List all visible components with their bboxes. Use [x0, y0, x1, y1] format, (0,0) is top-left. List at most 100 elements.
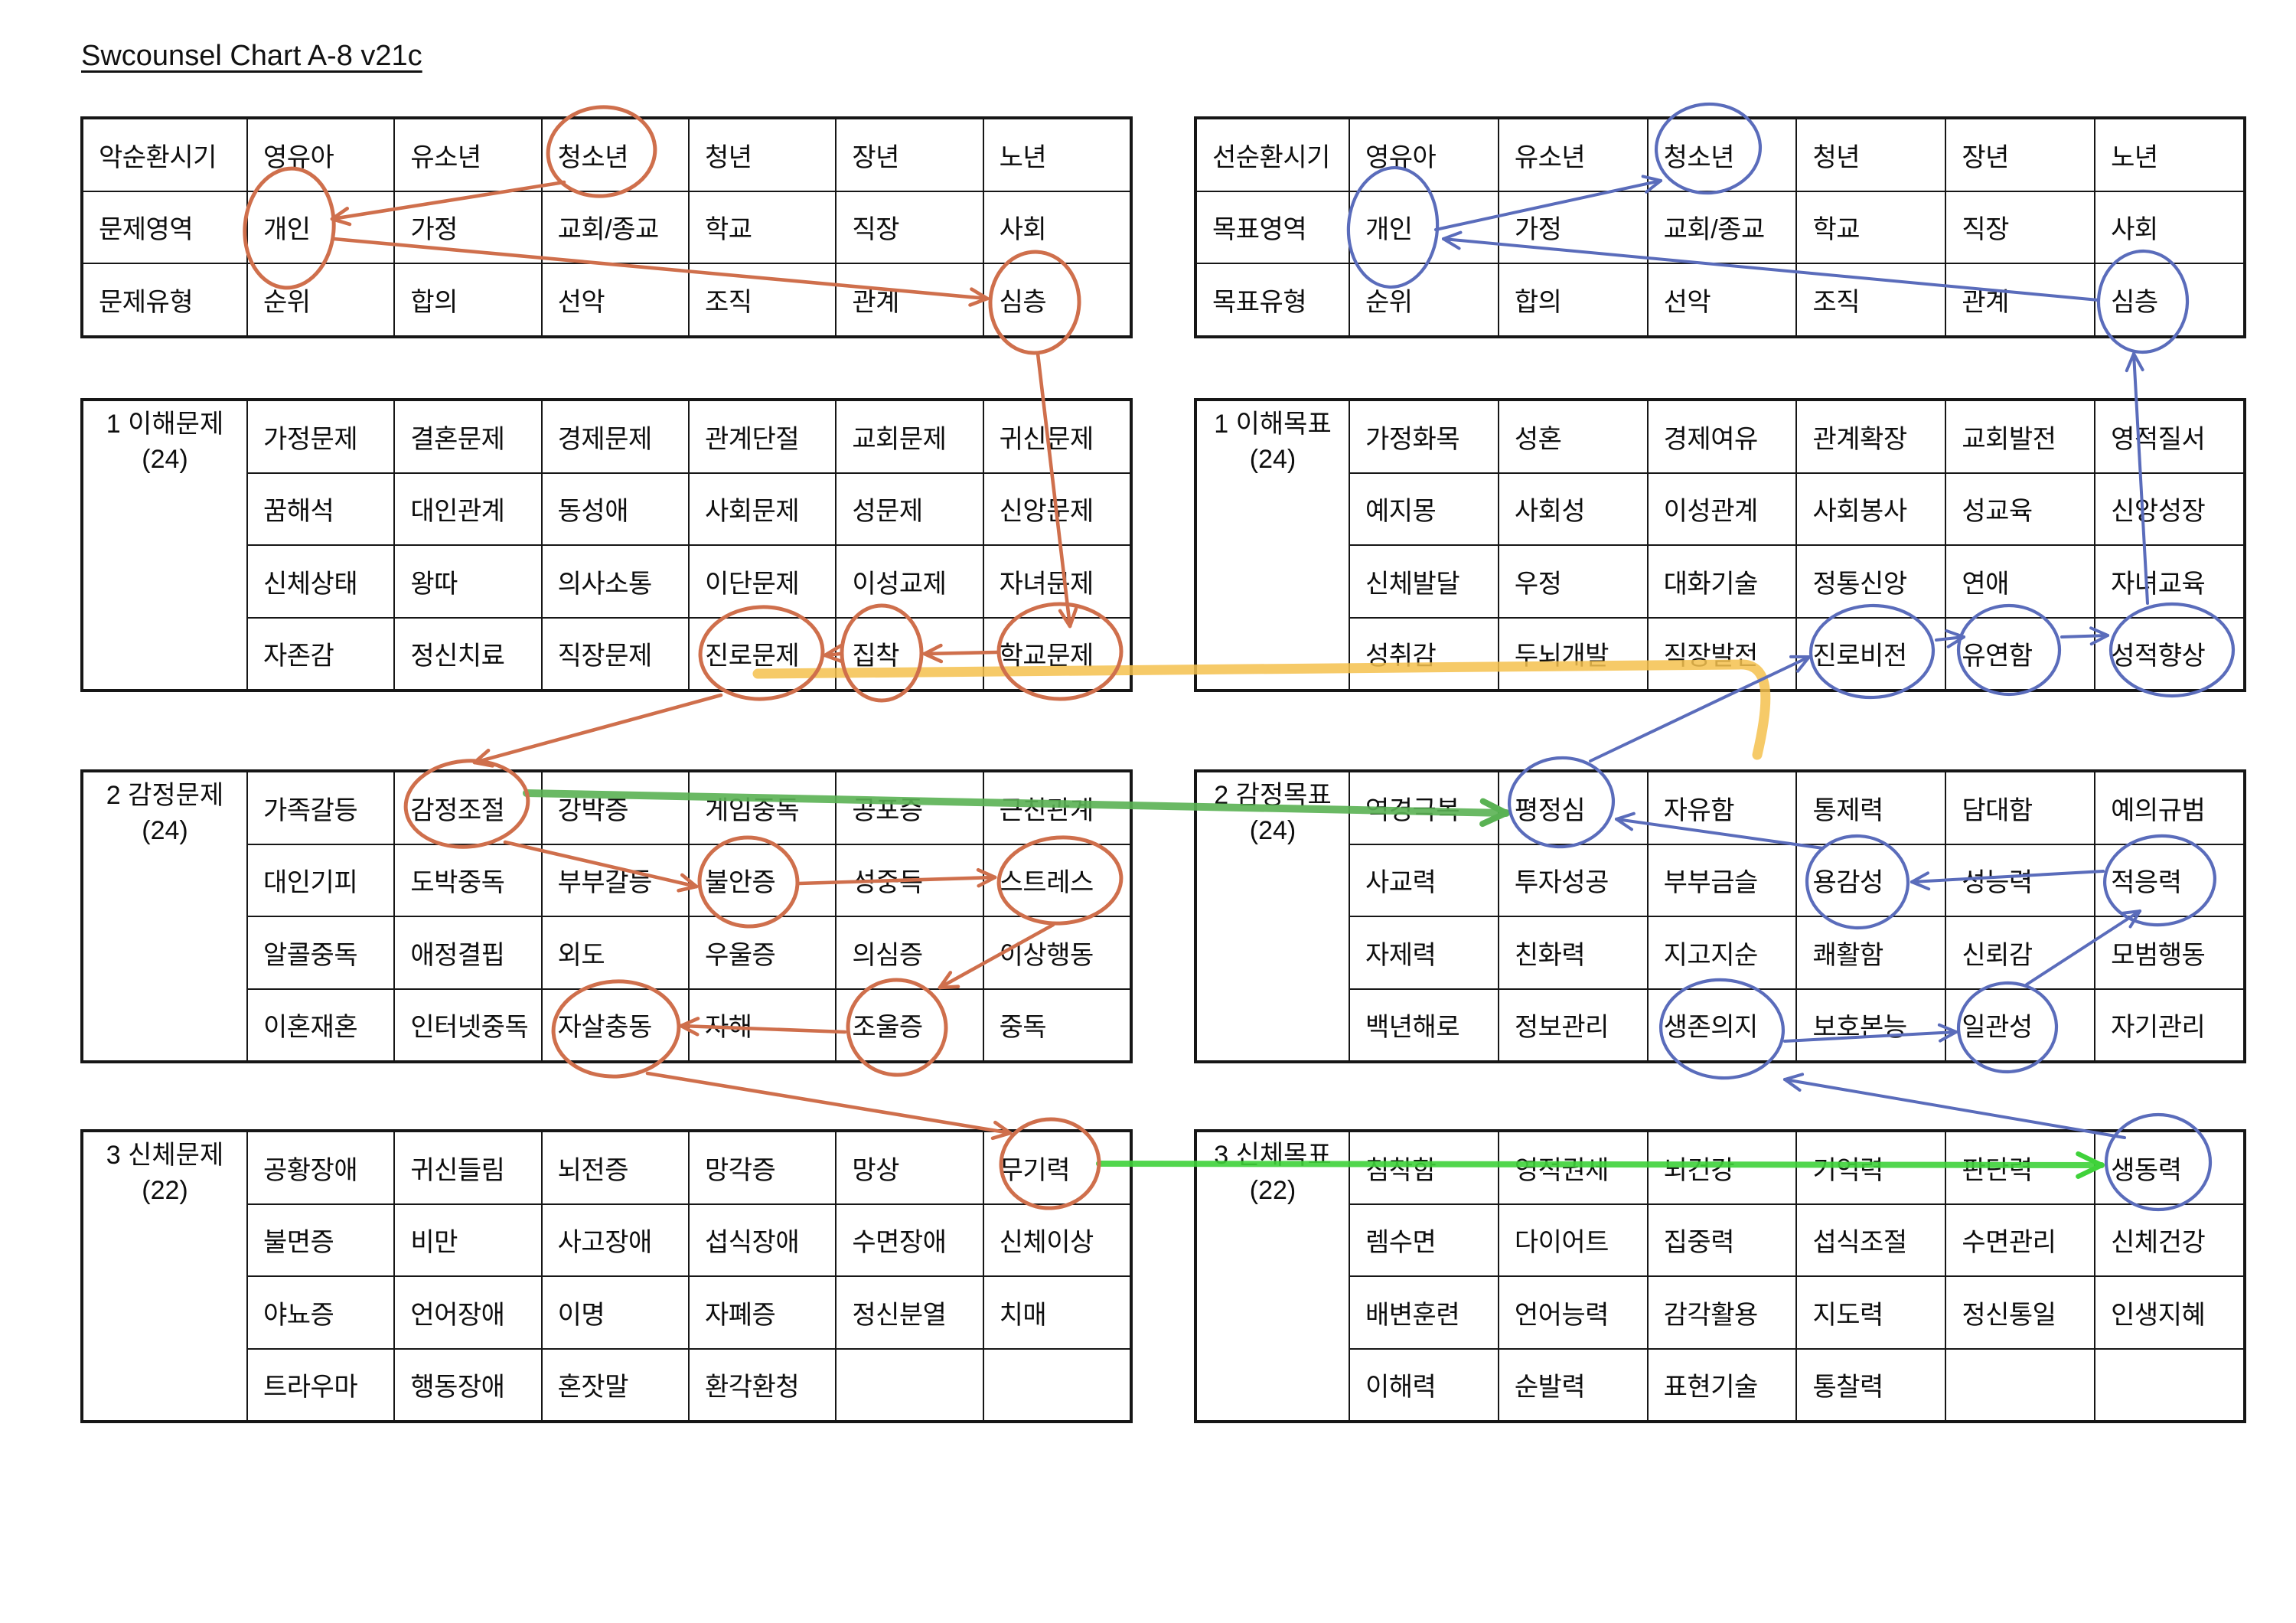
table-cell: 기억력 [1796, 1132, 1946, 1204]
table-cell: 애정결핍 [394, 916, 542, 989]
table-cell: 경제문제 [541, 400, 689, 473]
table-cell: 자살충동 [541, 988, 689, 1061]
table-cell: 비만 [394, 1203, 542, 1276]
table-section-label: 2 감정목표 (24) [1196, 772, 1349, 1061]
table-cell: 직장 [836, 191, 983, 264]
table-cell: 목표영역 [1196, 191, 1349, 264]
table-cell: 관계 [836, 263, 983, 336]
problem-arrow [645, 1071, 1013, 1135]
arrowhead [472, 748, 491, 765]
table-cell: 자녀문제 [983, 545, 1130, 618]
table-cell: 동성애 [541, 472, 689, 545]
table-cell: 언어능력 [1498, 1276, 1648, 1349]
table-cell: 망상 [836, 1132, 983, 1204]
table-cell: 조직 [1796, 263, 1946, 336]
table-cell: 집착 [836, 617, 983, 690]
table-cell: 트라우마 [247, 1348, 395, 1421]
table-cell: 조직 [688, 263, 837, 336]
table-cell: 사회문제 [688, 472, 837, 545]
table-cell: 사고장애 [541, 1203, 689, 1276]
table-section-label: 2 감정문제 (24) [83, 772, 247, 1061]
table-cell: 우울증 [688, 916, 837, 989]
table-cell: 생동력 [2095, 1132, 2244, 1204]
table-cell [983, 1348, 1130, 1421]
table-cell: 청소년 [541, 119, 689, 191]
table-cell: 이명 [541, 1276, 689, 1349]
table-cell: 이성관계 [1647, 472, 1797, 545]
table-cell: 야뇨증 [247, 1276, 395, 1349]
arrowhead [1783, 1073, 1805, 1081]
table-cell: 인터넷중독 [394, 988, 542, 1061]
table-cell: 의사소통 [541, 545, 689, 618]
table-cell: 언어장애 [394, 1276, 542, 1349]
table-cell: 합의 [1498, 263, 1648, 336]
table-cell: 담대함 [1945, 772, 2095, 844]
table-cell: 개인 [1349, 191, 1499, 264]
table-cell: 순발력 [1498, 1348, 1648, 1421]
table-cell: 선악 [1647, 263, 1797, 336]
table-cell: 뇌전증 [541, 1132, 689, 1204]
table-cell: 판단력 [1945, 1132, 2095, 1204]
table-cell: 대인관계 [394, 472, 542, 545]
table-cell: 사회성 [1498, 472, 1648, 545]
table-cell [836, 1348, 983, 1421]
table-cell: 직장 [1945, 191, 2095, 264]
table-cell: 환각환청 [688, 1348, 837, 1421]
table-cell: 우정 [1498, 545, 1648, 618]
table-cell: 사회 [2095, 191, 2244, 264]
table-cell: 용감성 [1796, 844, 1946, 916]
table-cell: 침착함 [1349, 1132, 1499, 1204]
problem-arrow [472, 693, 723, 765]
table-cell: 교회/종교 [1647, 191, 1797, 264]
table-cell: 쾌활함 [1796, 916, 1946, 989]
table-cell: 교회문제 [836, 400, 983, 473]
emotion-problems-table: 2 감정문제 (24) 가족갈등 감정조절 강박증 게임중독 공포증 근친관계 대인기피 도박중독… [80, 769, 1133, 1063]
table-cell: 사회봉사 [1796, 472, 1946, 545]
table-cell: 망각증 [688, 1132, 837, 1204]
table-cell: 합의 [394, 263, 542, 336]
table-cell: 경제여유 [1647, 400, 1797, 473]
table-cell: 집중력 [1647, 1203, 1797, 1276]
table-cell [2095, 1348, 2244, 1421]
table-section-label: 1 이해목표 (24) [1196, 400, 1349, 690]
table-cell: 직장문제 [541, 617, 689, 690]
table-cell: 자제력 [1349, 916, 1499, 989]
table-cell: 도박중독 [394, 844, 542, 916]
table-cell: 학교 [688, 191, 837, 264]
table-cell: 영적권세 [1498, 1132, 1648, 1204]
arrowhead [1783, 1078, 1802, 1092]
table-cell: 일관성 [1945, 988, 2095, 1061]
table-cell: 노년 [983, 119, 1130, 191]
table-cell: 자기관리 [2095, 988, 2244, 1061]
page-title: Swcounsel Chart A-8 v21c [81, 40, 422, 72]
table-cell: 학교 [1796, 191, 1946, 264]
table-cell: 성혼 [1498, 400, 1648, 473]
table-cell: 교회발전 [1945, 400, 2095, 473]
table-cell: 연애 [1945, 545, 2095, 618]
table-cell: 사회 [983, 191, 1130, 264]
table-cell: 치매 [983, 1276, 1130, 1349]
table-cell: 청소년 [1647, 119, 1797, 191]
table-cell: 통찰력 [1796, 1348, 1946, 1421]
table-cell: 영적질서 [2095, 400, 2244, 473]
table-cell: 표현기술 [1647, 1348, 1797, 1421]
table-cell: 꿈해석 [247, 472, 395, 545]
table-cell: 정보관리 [1498, 988, 1648, 1061]
table-cell: 강박증 [541, 772, 689, 844]
table-cell: 성문제 [836, 472, 983, 545]
table-cell: 개인 [247, 191, 395, 264]
table-cell: 게임중독 [688, 772, 837, 844]
table-cell: 이해력 [1349, 1348, 1499, 1421]
table-cell: 자유함 [1647, 772, 1797, 844]
table-cell: 대인기피 [247, 844, 395, 916]
table-cell: 혼잣말 [541, 1348, 689, 1421]
table-cell: 인생지혜 [2095, 1276, 2244, 1349]
table-cell: 유연함 [1945, 617, 2095, 690]
understanding-problems-table: 1 이해문제 (24) 가정문제 결혼문제 경제문제 관계단절 교회문제 귀신문제 꿈해석 대인관… [80, 398, 1133, 692]
table-cell: 이혼재혼 [247, 988, 395, 1061]
table-cell: 노년 [2095, 119, 2244, 191]
table-cell: 문제영역 [83, 191, 247, 264]
table-cell: 장년 [1945, 119, 2095, 191]
table-cell: 가정 [1498, 191, 1648, 264]
table-cell: 신앙성장 [2095, 472, 2244, 545]
